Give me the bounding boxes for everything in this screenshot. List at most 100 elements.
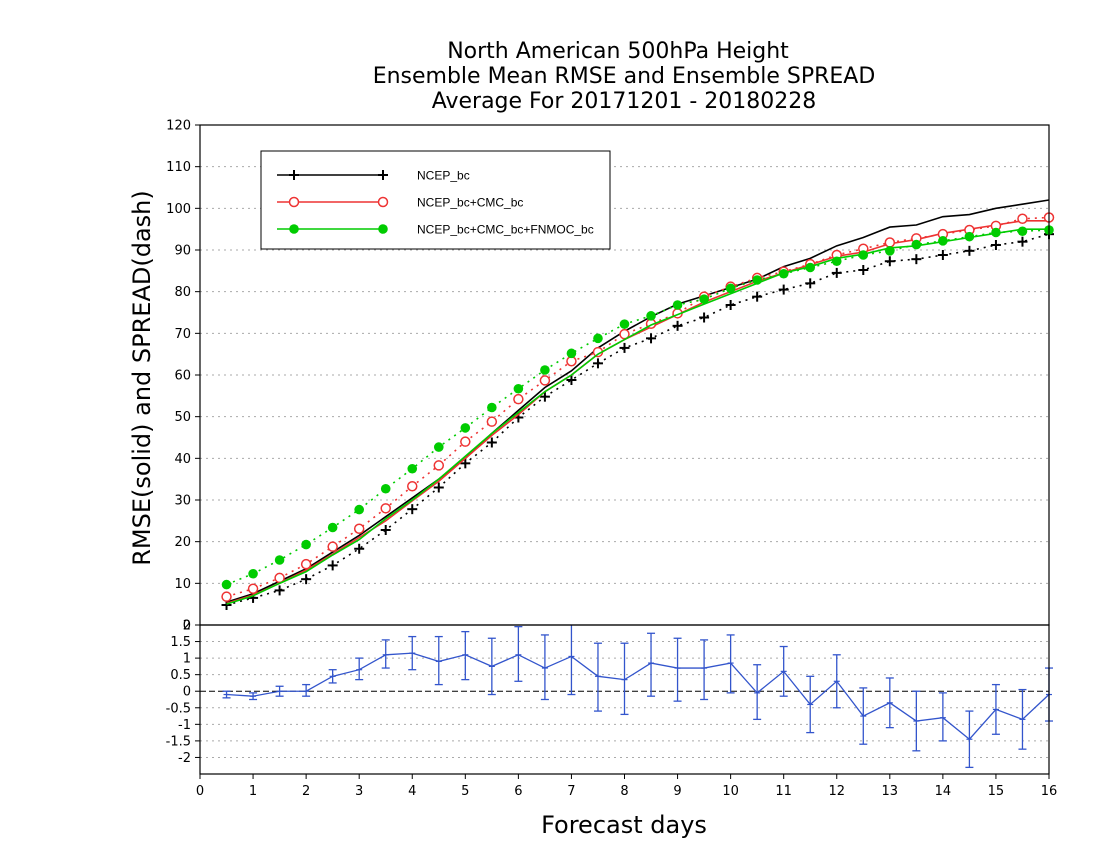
bottom-panel-series	[222, 625, 1053, 769]
legend-marker	[288, 196, 300, 208]
legend-marker	[289, 170, 299, 180]
x-tick-label: 12	[828, 784, 845, 799]
spread-point	[884, 237, 896, 248]
spread-point	[619, 319, 630, 329]
spread-point	[513, 383, 524, 394]
top-panel-series	[221, 199, 1055, 610]
bottom-y-tick-label: 1.5	[170, 635, 191, 650]
legend-label: NCEP_bc+CMC_bc	[417, 196, 523, 210]
spread-line-series-0	[226, 233, 1050, 606]
spread-point	[1017, 226, 1028, 237]
spread-point	[221, 591, 232, 602]
x-tick-label: 9	[673, 784, 681, 799]
legend-box	[260, 150, 611, 250]
x-tick-label: 2	[302, 784, 310, 799]
spread-point	[274, 572, 285, 584]
x-tick-label: 13	[882, 784, 899, 799]
legend: NCEP_bc NCEP_bc+CMC_bc NCEP_bc+CMC_bc+FNMO…	[260, 150, 611, 250]
spread-point	[274, 555, 285, 565]
spread-point	[433, 460, 445, 471]
spread-point	[1017, 236, 1028, 247]
x-axis-ticks: 0 1 2 3 4 5 6 7 8 9 10 11 12 13 14 15 16	[196, 774, 1057, 799]
spread-point	[778, 268, 789, 279]
spread-point	[327, 541, 338, 552]
spread-point	[486, 416, 498, 427]
spread-point	[460, 423, 471, 433]
x-tick-label: 5	[461, 784, 469, 799]
top-y-tick-label: 40	[174, 452, 191, 467]
spread-point	[380, 483, 391, 494]
x-tick-label: 14	[935, 784, 952, 799]
x-tick-label: 7	[567, 784, 575, 799]
spread-point	[354, 543, 365, 554]
x-tick-label: 16	[1041, 784, 1058, 799]
spread-point	[539, 375, 551, 386]
bottom-y-tick-label: 0	[183, 685, 191, 700]
top-y-tick-label: 70	[174, 327, 191, 342]
legend-entry-0: NCEP_bc	[277, 169, 470, 183]
spread-point	[938, 236, 948, 246]
spread-point	[593, 333, 603, 344]
x-tick-label: 8	[620, 784, 628, 799]
x-tick-label: 4	[408, 784, 416, 799]
legend-marker	[289, 224, 299, 234]
bottom-y-tick-label: -1	[178, 718, 191, 733]
x-tick-label: 1	[249, 784, 257, 799]
spread-point	[858, 265, 869, 275]
spread-point	[831, 267, 842, 278]
spread-point	[221, 579, 232, 590]
top-y-tick-label: 80	[174, 285, 191, 300]
series-0	[221, 199, 1054, 610]
spread-point	[725, 300, 736, 310]
spread-point	[274, 585, 285, 596]
spread-line-series-1	[226, 216, 1050, 598]
x-axis-label: Forecast days	[541, 811, 707, 839]
spread-point	[301, 574, 312, 585]
chart-title: North American 500hPa Height Ensemble Me…	[373, 39, 876, 114]
spread-point	[858, 250, 869, 260]
spread-point	[672, 300, 683, 310]
legend-marker	[377, 196, 389, 208]
bottom-y-tick-label: 0.5	[170, 668, 191, 683]
series-2	[221, 225, 1054, 605]
bottom-panel-frame	[199, 624, 1050, 775]
rmse-line-series-0	[226, 199, 1050, 603]
top-y-tick-label: 110	[166, 160, 191, 175]
spread-point	[566, 348, 577, 359]
spread-point	[539, 391, 550, 402]
spread-point	[672, 320, 683, 331]
spread-point	[354, 504, 364, 515]
spread-point	[486, 437, 497, 448]
spread-point	[725, 283, 736, 294]
legend-entry-1: NCEP_bc+CMC_bc	[277, 196, 523, 210]
spread-point	[300, 558, 312, 570]
spread-point	[247, 583, 259, 594]
title-line-2: Ensemble Mean RMSE and Ensemble SPREAD	[373, 64, 876, 89]
top-panel-y-ticks: 0 10 20 30 40 50 60 70 80 90 100 110 120	[166, 119, 200, 634]
top-y-tick-label: 90	[174, 244, 191, 259]
spread-point	[752, 275, 762, 285]
spread-point	[1017, 213, 1028, 224]
spread-point	[380, 503, 391, 514]
x-tick-label: 6	[514, 784, 522, 799]
spread-point	[778, 284, 789, 295]
spread-point	[805, 262, 816, 273]
difference-line	[226, 652, 1050, 741]
spread-point	[884, 256, 895, 267]
spread-line-series-2	[226, 229, 1050, 586]
spread-point	[990, 240, 1001, 250]
spread-point	[964, 245, 975, 256]
x-tick-label: 0	[196, 784, 204, 799]
spread-point	[937, 250, 948, 260]
spread-point	[991, 227, 1001, 238]
spread-point	[460, 458, 471, 469]
spread-point	[460, 436, 471, 447]
spread-point	[327, 560, 338, 571]
spread-point	[699, 312, 710, 323]
spread-point	[380, 525, 391, 535]
legend-marker	[378, 170, 388, 180]
spread-point	[327, 522, 338, 533]
spread-point	[885, 246, 895, 256]
top-y-tick-label: 0	[183, 619, 191, 634]
